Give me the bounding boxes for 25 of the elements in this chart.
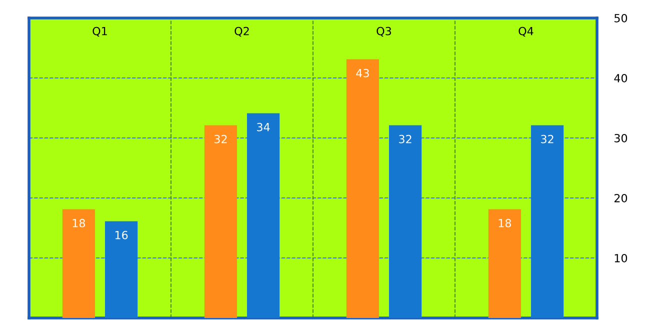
x-tick-label: Q3 xyxy=(376,26,392,37)
bar xyxy=(62,209,96,318)
bar xyxy=(246,113,280,318)
data-label: 32 xyxy=(541,134,554,144)
y-tick-label: 20 xyxy=(614,194,628,202)
x-tick-label: Q1 xyxy=(92,26,107,37)
data-label: 32 xyxy=(214,134,227,144)
bar xyxy=(388,125,422,318)
data-label: 32 xyxy=(399,134,412,144)
bar xyxy=(530,125,564,318)
y-tick-label: 30 xyxy=(614,134,628,142)
bar xyxy=(104,221,138,318)
data-label: 43 xyxy=(356,68,369,78)
bar xyxy=(488,209,522,318)
data-label: 18 xyxy=(72,218,86,228)
data-label: 34 xyxy=(257,122,270,132)
y-tick-label: 10 xyxy=(614,254,628,262)
y-tick-label: 50 xyxy=(614,14,628,22)
bar xyxy=(204,125,238,318)
data-label: 16 xyxy=(115,230,128,240)
y-tick-label: 40 xyxy=(614,74,628,82)
x-tick-label: Q2 xyxy=(234,26,249,37)
data-label: 18 xyxy=(498,218,512,228)
x-tick-label: Q4 xyxy=(518,26,534,37)
bar xyxy=(346,59,380,318)
